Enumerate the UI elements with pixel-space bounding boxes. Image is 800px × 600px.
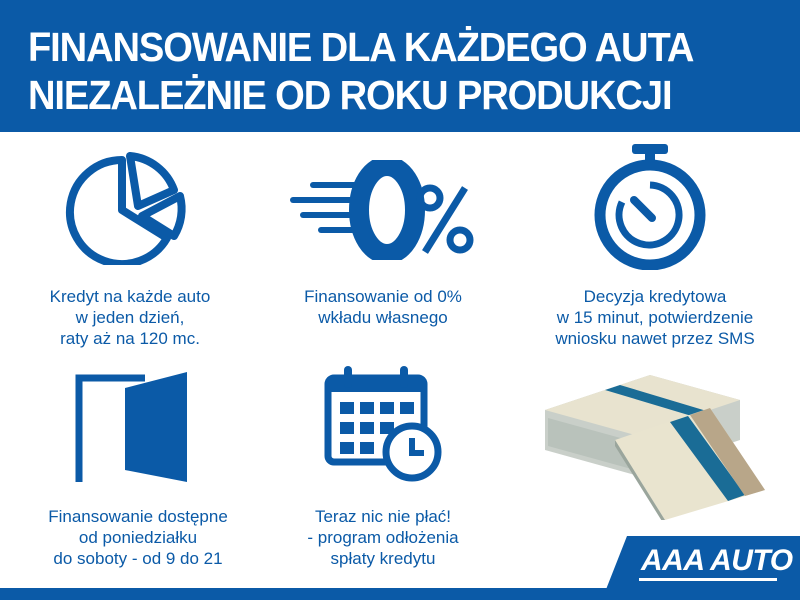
caption-line: do soboty - od 9 do 21 (53, 549, 223, 568)
headline-line-1: FINANSOWANIE DLA KAŻDEGO AUTA (28, 24, 694, 70)
header-banner: FINANSOWANIE DLA KAŻDEGO AUTA NIEZALEŻNI… (0, 0, 800, 132)
caption-line: spłaty kredytu (330, 549, 436, 568)
caption-line: wkładu własnego (318, 308, 448, 327)
zero-percent-icon (290, 160, 474, 260)
caption-line: - program odłożenia (307, 528, 459, 547)
headline-line-2: NIEZALEŻNIE OD ROKU PRODUKCJI (28, 72, 673, 118)
open-door-icon (75, 372, 187, 482)
calendar-clock-icon (324, 366, 442, 482)
aaa-auto-logo: AAA AUTO (605, 536, 800, 592)
caption-line: Teraz nic nie płać! (314, 507, 452, 526)
feature-caption-hours: Finansowanie dostępne od poniedziałku do… (8, 506, 268, 569)
caption-line: Finansowanie dostępne (48, 507, 228, 526)
caption-line: wniosku nawet przez SMS (555, 329, 755, 348)
feature-caption-decision: Decyzja kredytowa w 15 minut, potwierdze… (520, 286, 790, 349)
logo-underline (639, 578, 777, 581)
stopwatch-icon (594, 144, 706, 270)
feature-caption-zero-down: Finansowanie od 0% wkładu własnego (253, 286, 513, 328)
caption-line: od poniedziałku (78, 528, 198, 547)
feature-caption-credit: Kredyt na każde auto w jeden dzień, raty… (0, 286, 260, 349)
caption-line: raty aż na 120 mc. (60, 329, 200, 348)
bottom-bar (0, 588, 800, 600)
pie-chart-icon (65, 152, 186, 265)
caption-line: Finansowanie od 0% (304, 287, 462, 306)
caption-line: w jeden dzień, (75, 308, 185, 327)
caption-line: Decyzja kredytowa (583, 287, 727, 306)
caption-line: w 15 minut, potwierdzenie (556, 308, 754, 327)
logo-text: AAA AUTO (641, 544, 793, 577)
banknotes-image (545, 375, 765, 520)
caption-line: Kredyt na każde auto (49, 287, 211, 306)
feature-caption-deferral: Teraz nic nie płać! - program odłożenia … (253, 506, 513, 569)
